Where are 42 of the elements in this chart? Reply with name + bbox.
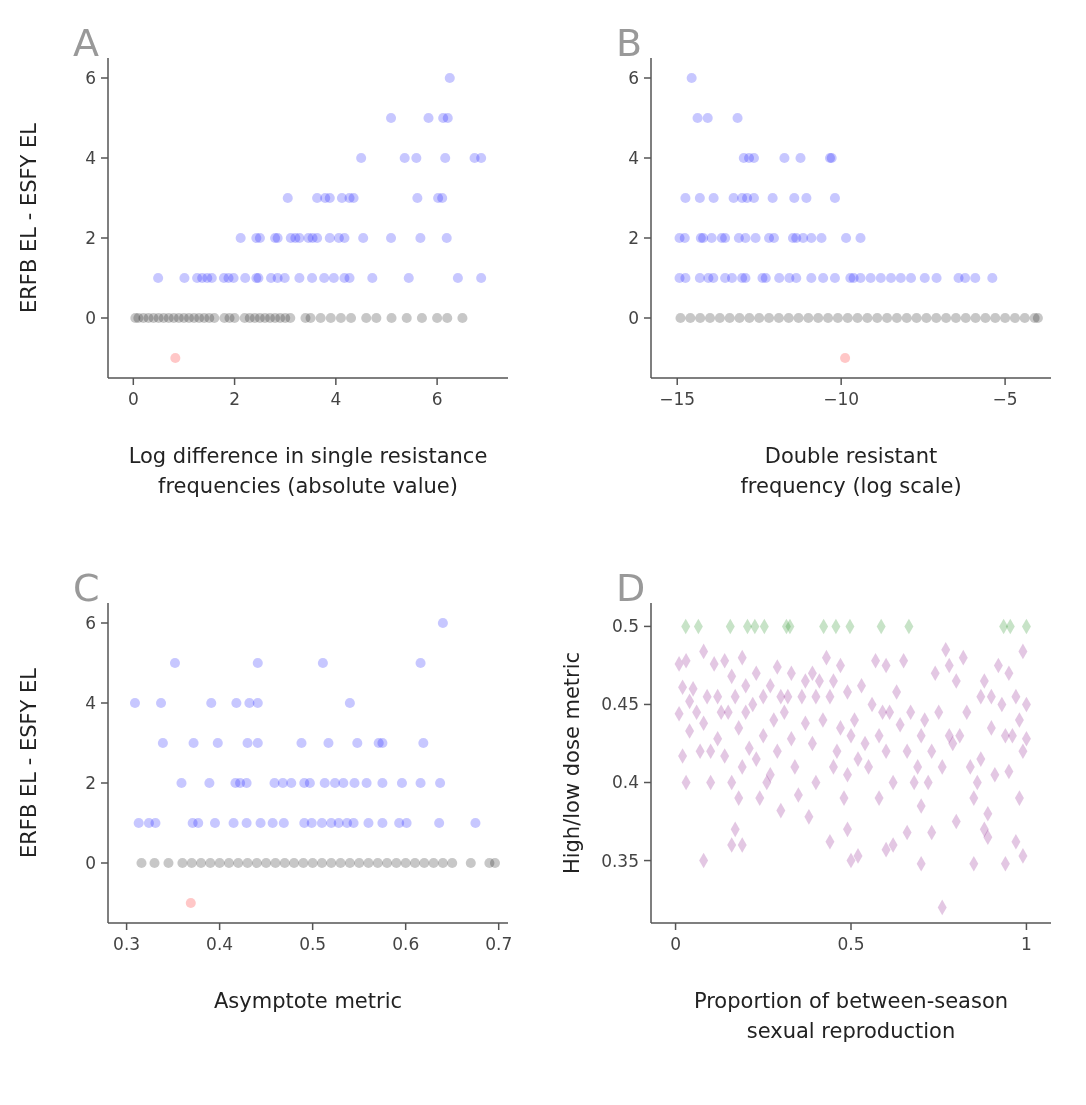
x-tick-label: 1 <box>1021 934 1032 954</box>
x-tick-label: 4 <box>330 389 342 409</box>
x-axis-title: Asymptote metric <box>213 989 403 1013</box>
x-tick-label: 0.7 <box>485 934 513 954</box>
x-tick-label: 0.5 <box>299 934 327 954</box>
x-tick-label: 0.4 <box>206 934 234 954</box>
chart-title: B <box>616 21 643 65</box>
x-tick-label: −15 <box>659 389 696 409</box>
x-tick-label: 0 <box>670 934 681 954</box>
y-tick-label: 4 <box>85 147 96 168</box>
y-tick-label: 2 <box>85 772 96 793</box>
x-tick-label: 0.3 <box>113 934 141 954</box>
y-axis-title: ERFB EL - ESFY EL <box>17 122 41 314</box>
y-tick-label: 4 <box>85 692 96 713</box>
y-tick-label: 6 <box>85 612 96 633</box>
y-axis-title: High/low dose metric <box>560 651 584 875</box>
y-tick-label: 0.4 <box>611 772 639 793</box>
y-tick-label: 2 <box>628 227 639 248</box>
y-tick-label: 0.5 <box>611 616 639 637</box>
x-tick-label: 6 <box>431 389 443 409</box>
y-tick-label: 2 <box>85 227 96 248</box>
x-axis-title: Log difference in single resistance frequencies (absolute value) <box>128 444 488 498</box>
chart-title: A <box>73 21 99 65</box>
x-tick-label: 0 <box>127 389 139 409</box>
chart-title: C <box>73 566 100 610</box>
x-tick-label: 2 <box>229 389 240 409</box>
y-tick-label: 0.45 <box>601 694 639 715</box>
x-axis-title: Double resistant frequency (log scale) <box>740 444 962 498</box>
x-tick-label: −5 <box>992 389 1018 409</box>
y-tick-label: 0.35 <box>601 850 639 871</box>
x-tick-label: 0.5 <box>837 934 865 954</box>
y-tick-label: 6 <box>628 67 639 88</box>
chart-title: D <box>616 566 646 610</box>
y-tick-label: 0 <box>628 307 639 328</box>
y-tick-label: 0 <box>85 307 96 328</box>
y-tick-label: 0 <box>85 852 96 873</box>
y-tick-label: 4 <box>628 147 639 168</box>
x-tick-label: 0.6 <box>392 934 420 954</box>
y-tick-label: 6 <box>85 67 96 88</box>
x-tick-label: −10 <box>823 389 860 409</box>
x-axis-title: Proportion of between-season sexual reproduction <box>693 989 1009 1043</box>
y-axis-title: ERFB EL - ESFY EL <box>17 667 41 859</box>
